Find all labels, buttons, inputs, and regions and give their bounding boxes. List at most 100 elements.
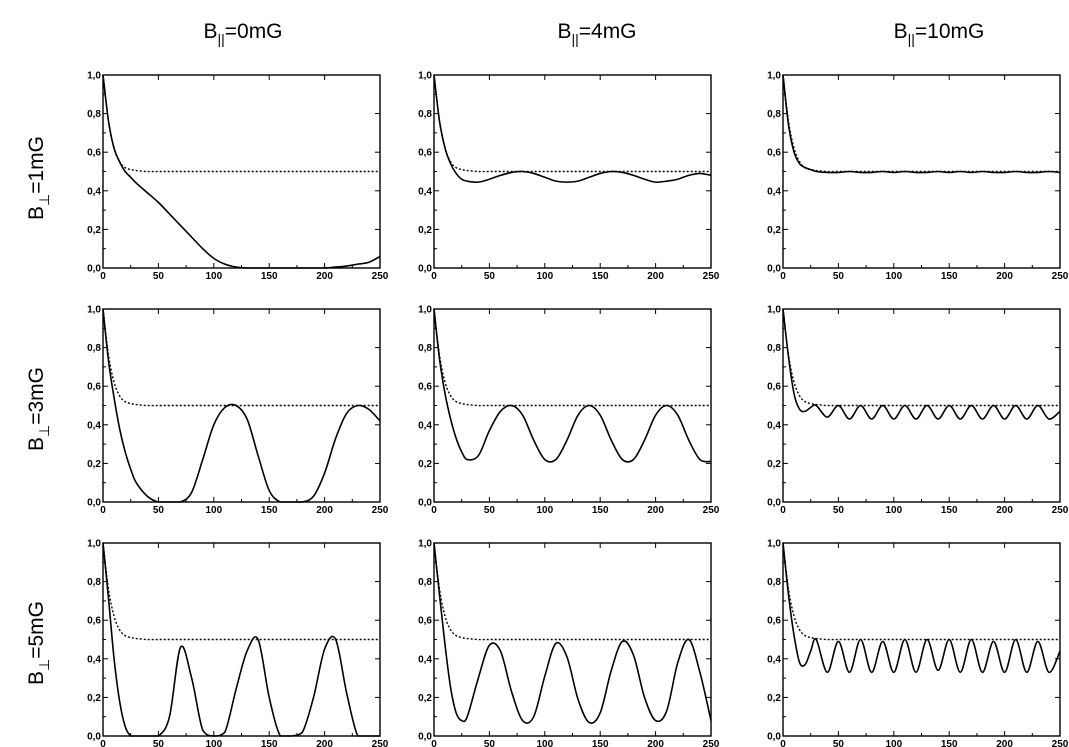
column-header: B||=4mG: [557, 20, 636, 47]
x-tick-label: 150: [261, 271, 278, 282]
x-tick-label: 0: [780, 505, 786, 516]
x-tick-label: 100: [536, 271, 553, 282]
row-header-main: B: [25, 206, 48, 220]
dotted-series-line: [102, 308, 380, 407]
solid-series-line: [102, 308, 381, 503]
x-tick-label: 100: [536, 739, 553, 747]
panel-r1-c3: 0 50 100 150 200 250 0,0 0,2 0,4 0,6 0,8 1,0: [767, 71, 1069, 283]
row-header-value: =5mG: [25, 601, 48, 659]
x-tick-label: 100: [205, 505, 222, 516]
column-header-subscript: ||: [908, 31, 915, 47]
y-tick-label: 0,4: [767, 654, 781, 665]
column-header-subscript: ||: [217, 31, 224, 47]
y-tick-label: 1,0: [767, 539, 781, 550]
y-tick-label: 0,8: [87, 109, 101, 120]
x-tick-label: 0: [780, 739, 786, 747]
x-tick-label: 200: [316, 271, 333, 282]
column-header-main: B: [203, 20, 217, 43]
x-tick-label: 50: [484, 271, 496, 282]
x-tick-label: 100: [205, 271, 222, 282]
x-tick-label: 50: [833, 505, 845, 516]
x-tick-label: 250: [1052, 505, 1069, 516]
dotted-series-line: [782, 542, 1060, 641]
y-tick-label: 0,2: [87, 225, 101, 236]
y-tick-label: 0,8: [87, 577, 101, 588]
dotted-series-line: [782, 308, 1060, 407]
y-tick-label: 0,6: [418, 148, 432, 159]
panel-r3-c2: 0 50 100 150 200 250 0,0 0,2 0,4 0,6 0,8 1,0: [418, 539, 720, 747]
x-tick-label: 200: [647, 739, 664, 747]
solid-series-line: [433, 542, 712, 724]
y-tick-label: 0,4: [87, 420, 101, 431]
y-tick-label: 0,4: [418, 186, 432, 197]
x-tick-label: 150: [592, 271, 609, 282]
y-tick-label: 1,0: [418, 539, 432, 550]
solid-series-line: [782, 308, 1061, 420]
x-tick-label: 100: [885, 505, 902, 516]
dotted-series-line: [782, 74, 1060, 173]
y-tick-label: 0,0: [418, 264, 432, 275]
x-tick-label: 100: [536, 505, 553, 516]
x-tick-label: 50: [153, 505, 165, 516]
x-tick-label: 150: [592, 505, 609, 516]
row-header-subscript: ⊥: [36, 194, 52, 206]
column-header-value: =10mG: [915, 20, 984, 43]
y-tick-label: 0,4: [87, 654, 101, 665]
x-tick-label: 200: [996, 505, 1013, 516]
y-tick-label: 0,8: [767, 109, 781, 120]
x-tick-label: 50: [833, 739, 845, 747]
y-tick-label: 0,2: [767, 459, 781, 470]
x-tick-label: 250: [372, 505, 389, 516]
x-tick-label: 200: [996, 739, 1013, 747]
y-tick-label: 1,0: [767, 305, 781, 316]
x-tick-label: 100: [885, 739, 902, 747]
column-header: B||=10mG: [894, 20, 985, 47]
dotted-series-line: [433, 542, 711, 641]
y-tick-label: 0,2: [87, 693, 101, 704]
y-tick-label: 0,6: [87, 148, 101, 159]
y-tick-label: 0,0: [418, 732, 432, 743]
y-tick-label: 1,0: [87, 71, 101, 82]
x-tick-label: 0: [100, 739, 106, 747]
dotted-series-line: [102, 74, 380, 173]
x-tick-label: 50: [153, 739, 165, 747]
y-tick-label: 0,2: [767, 693, 781, 704]
x-tick-label: 150: [941, 505, 958, 516]
x-tick-label: 50: [833, 271, 845, 282]
solid-series-line: [433, 74, 712, 183]
y-tick-label: 1,0: [767, 71, 781, 82]
solid-series-line: [782, 74, 1061, 174]
row-header-value: =1mG: [25, 136, 48, 194]
y-tick-label: 0,8: [767, 343, 781, 354]
x-tick-label: 100: [205, 739, 222, 747]
x-tick-label: 0: [431, 505, 437, 516]
x-tick-label: 0: [431, 739, 437, 747]
x-tick-label: 200: [996, 271, 1013, 282]
column-header-main: B: [557, 20, 571, 43]
x-tick-label: 150: [261, 739, 278, 747]
y-tick-label: 0,6: [87, 382, 101, 393]
x-tick-label: 250: [703, 271, 720, 282]
panel-r3-c1: 0 50 100 150 200 250 0,0 0,2 0,4 0,6 0,8 1,0: [87, 539, 389, 747]
column-header-subscript: ||: [571, 31, 578, 47]
dotted-series-line: [102, 542, 380, 641]
y-tick-label: 0,8: [418, 343, 432, 354]
solid-series-line: [782, 542, 1061, 674]
x-tick-label: 0: [100, 271, 106, 282]
column-header-value: =0mG: [225, 20, 283, 43]
y-tick-label: 0,6: [418, 382, 432, 393]
column-header: B||=0mG: [203, 20, 282, 47]
x-tick-label: 200: [647, 271, 664, 282]
y-tick-label: 0,8: [767, 577, 781, 588]
y-tick-label: 1,0: [87, 539, 101, 550]
row-header-main: B: [25, 437, 48, 451]
panel-r2-c3: 0 50 100 150 200 250 0,0 0,2 0,4 0,6 0,8 1,0: [767, 305, 1069, 517]
y-tick-label: 0,0: [87, 498, 101, 509]
column-header-value: =4mG: [579, 20, 637, 43]
x-tick-label: 250: [372, 739, 389, 747]
y-tick-label: 0,8: [418, 109, 432, 120]
x-tick-label: 150: [941, 739, 958, 747]
x-tick-label: 150: [261, 505, 278, 516]
y-tick-label: 0,4: [87, 186, 101, 197]
